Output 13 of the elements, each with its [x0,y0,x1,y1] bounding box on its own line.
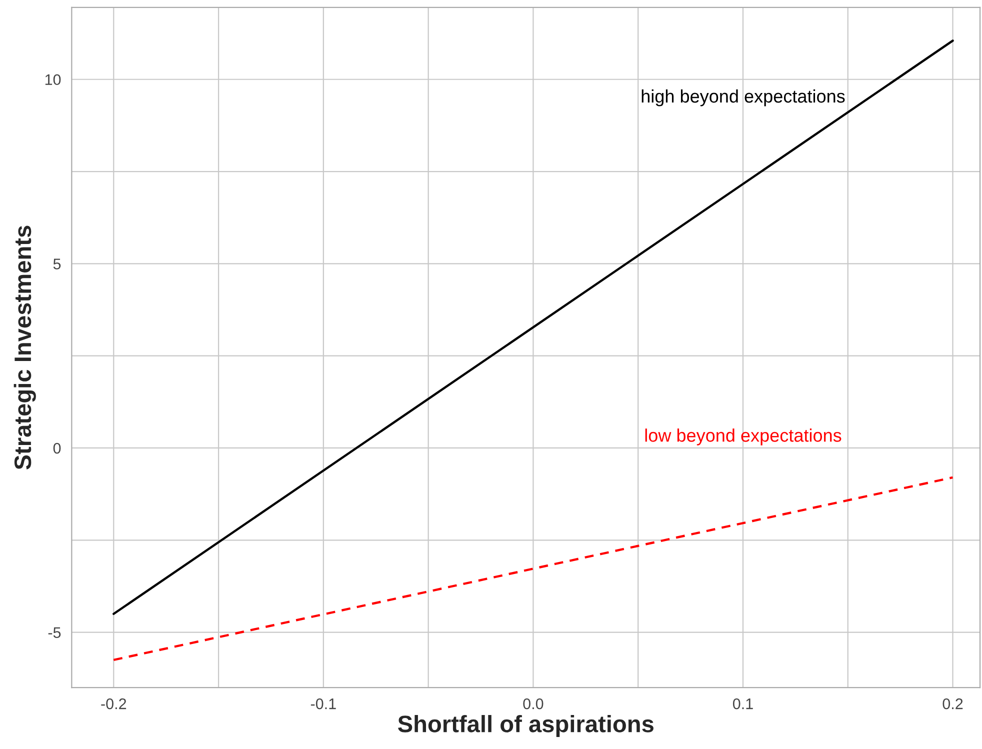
text: low beyond expectations [645,428,842,446]
y-tick-label: 5 [53,258,61,270]
y-tick-label: 0 [53,442,61,454]
x-tick-label: 0.0 [523,698,544,710]
x-axis-title: Shortfall of aspirations [398,715,654,738]
x-tick-label: 0.2 [942,698,963,710]
y-tick-label: 10 [45,74,61,86]
x-tick-label: 0.1 [732,698,753,710]
x-tick-label: -0.1 [310,698,336,710]
y-tick-label: -5 [48,627,61,638]
y-axis-title: Strategic Investments [14,226,36,470]
x-tick-label: -0.2 [101,698,126,710]
series-label: high beyond expectations [642,89,845,106]
